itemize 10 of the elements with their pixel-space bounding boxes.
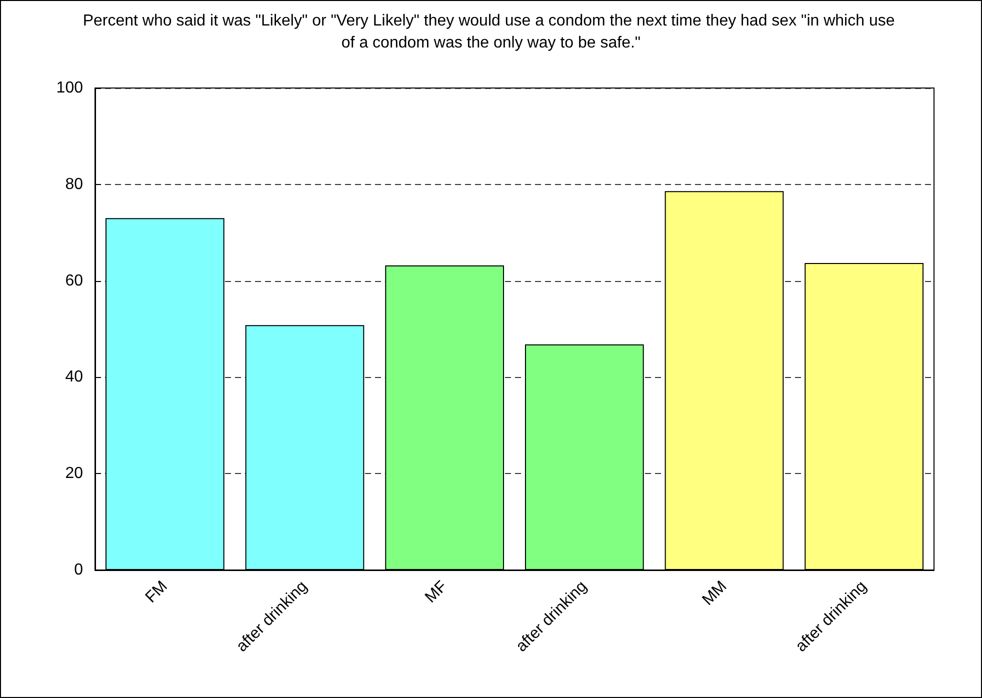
x-tick-label: MM — [699, 578, 730, 609]
y-tick-label: 20 — [65, 465, 84, 482]
x-tick-label: FM — [142, 578, 171, 606]
y-tick-label: 80 — [65, 176, 84, 193]
y-tick-label: 60 — [65, 272, 84, 290]
x-tick-label: MF — [422, 578, 451, 606]
chart-title: Percent who said it was "Likely" or "Very Likely" they would use a condom the next time they had sex "in which use of a condom was the only way to be safe." — [82, 12, 900, 52]
y-tick-label: 0 — [74, 562, 84, 578]
y-tick-label: 100 — [56, 80, 84, 96]
y-tick-label: 40 — [65, 368, 84, 386]
